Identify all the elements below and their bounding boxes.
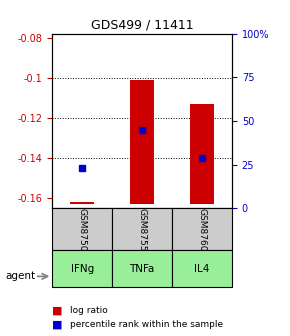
Text: GSM8760: GSM8760	[197, 208, 206, 251]
Text: log ratio: log ratio	[70, 306, 107, 315]
Bar	[70, 202, 94, 204]
Bar	[130, 80, 154, 204]
FancyBboxPatch shape	[172, 250, 232, 287]
FancyBboxPatch shape	[52, 208, 112, 250]
Text: GSM8755: GSM8755	[137, 208, 147, 251]
Title: GDS499 / 11411: GDS499 / 11411	[91, 18, 193, 31]
Bar	[190, 104, 214, 204]
FancyBboxPatch shape	[52, 250, 112, 287]
Text: percentile rank within the sample: percentile rank within the sample	[70, 320, 223, 329]
Text: ■: ■	[52, 306, 63, 316]
FancyBboxPatch shape	[112, 208, 172, 250]
Text: TNFa: TNFa	[129, 264, 155, 274]
Text: agent: agent	[6, 271, 36, 281]
FancyBboxPatch shape	[172, 208, 232, 250]
Text: IFNg: IFNg	[70, 264, 94, 274]
Text: GSM8750: GSM8750	[78, 208, 87, 251]
Text: IL4: IL4	[194, 264, 210, 274]
Text: ■: ■	[52, 319, 63, 329]
FancyBboxPatch shape	[112, 250, 172, 287]
